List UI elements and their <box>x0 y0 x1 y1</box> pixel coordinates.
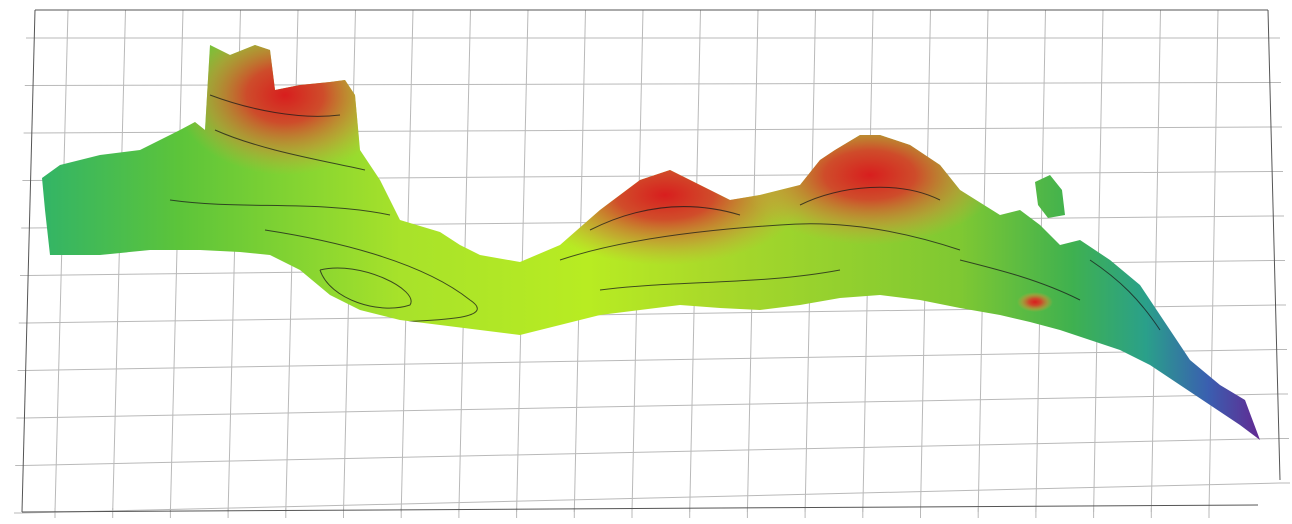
grid-line <box>1151 10 1160 512</box>
grid-line <box>23 439 1279 466</box>
terrain-view <box>0 0 1292 524</box>
terrain-surface <box>30 15 1270 450</box>
peak <box>175 15 395 175</box>
peak <box>1017 292 1053 312</box>
grid-line <box>26 350 1277 371</box>
page: (() => { const data = JSON.parse(documen… <box>0 0 1292 524</box>
grid-line <box>24 394 1278 418</box>
